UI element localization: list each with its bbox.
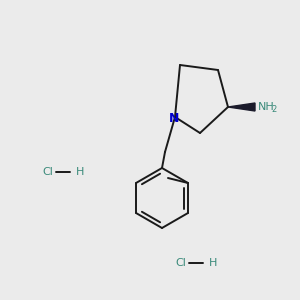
Text: N: N <box>169 112 179 124</box>
Text: Cl: Cl <box>175 258 186 268</box>
Text: 2: 2 <box>271 106 276 115</box>
Text: NH: NH <box>258 102 275 112</box>
Text: Cl: Cl <box>42 167 53 177</box>
Text: H: H <box>76 167 84 177</box>
Text: H: H <box>209 258 218 268</box>
Polygon shape <box>228 103 255 111</box>
